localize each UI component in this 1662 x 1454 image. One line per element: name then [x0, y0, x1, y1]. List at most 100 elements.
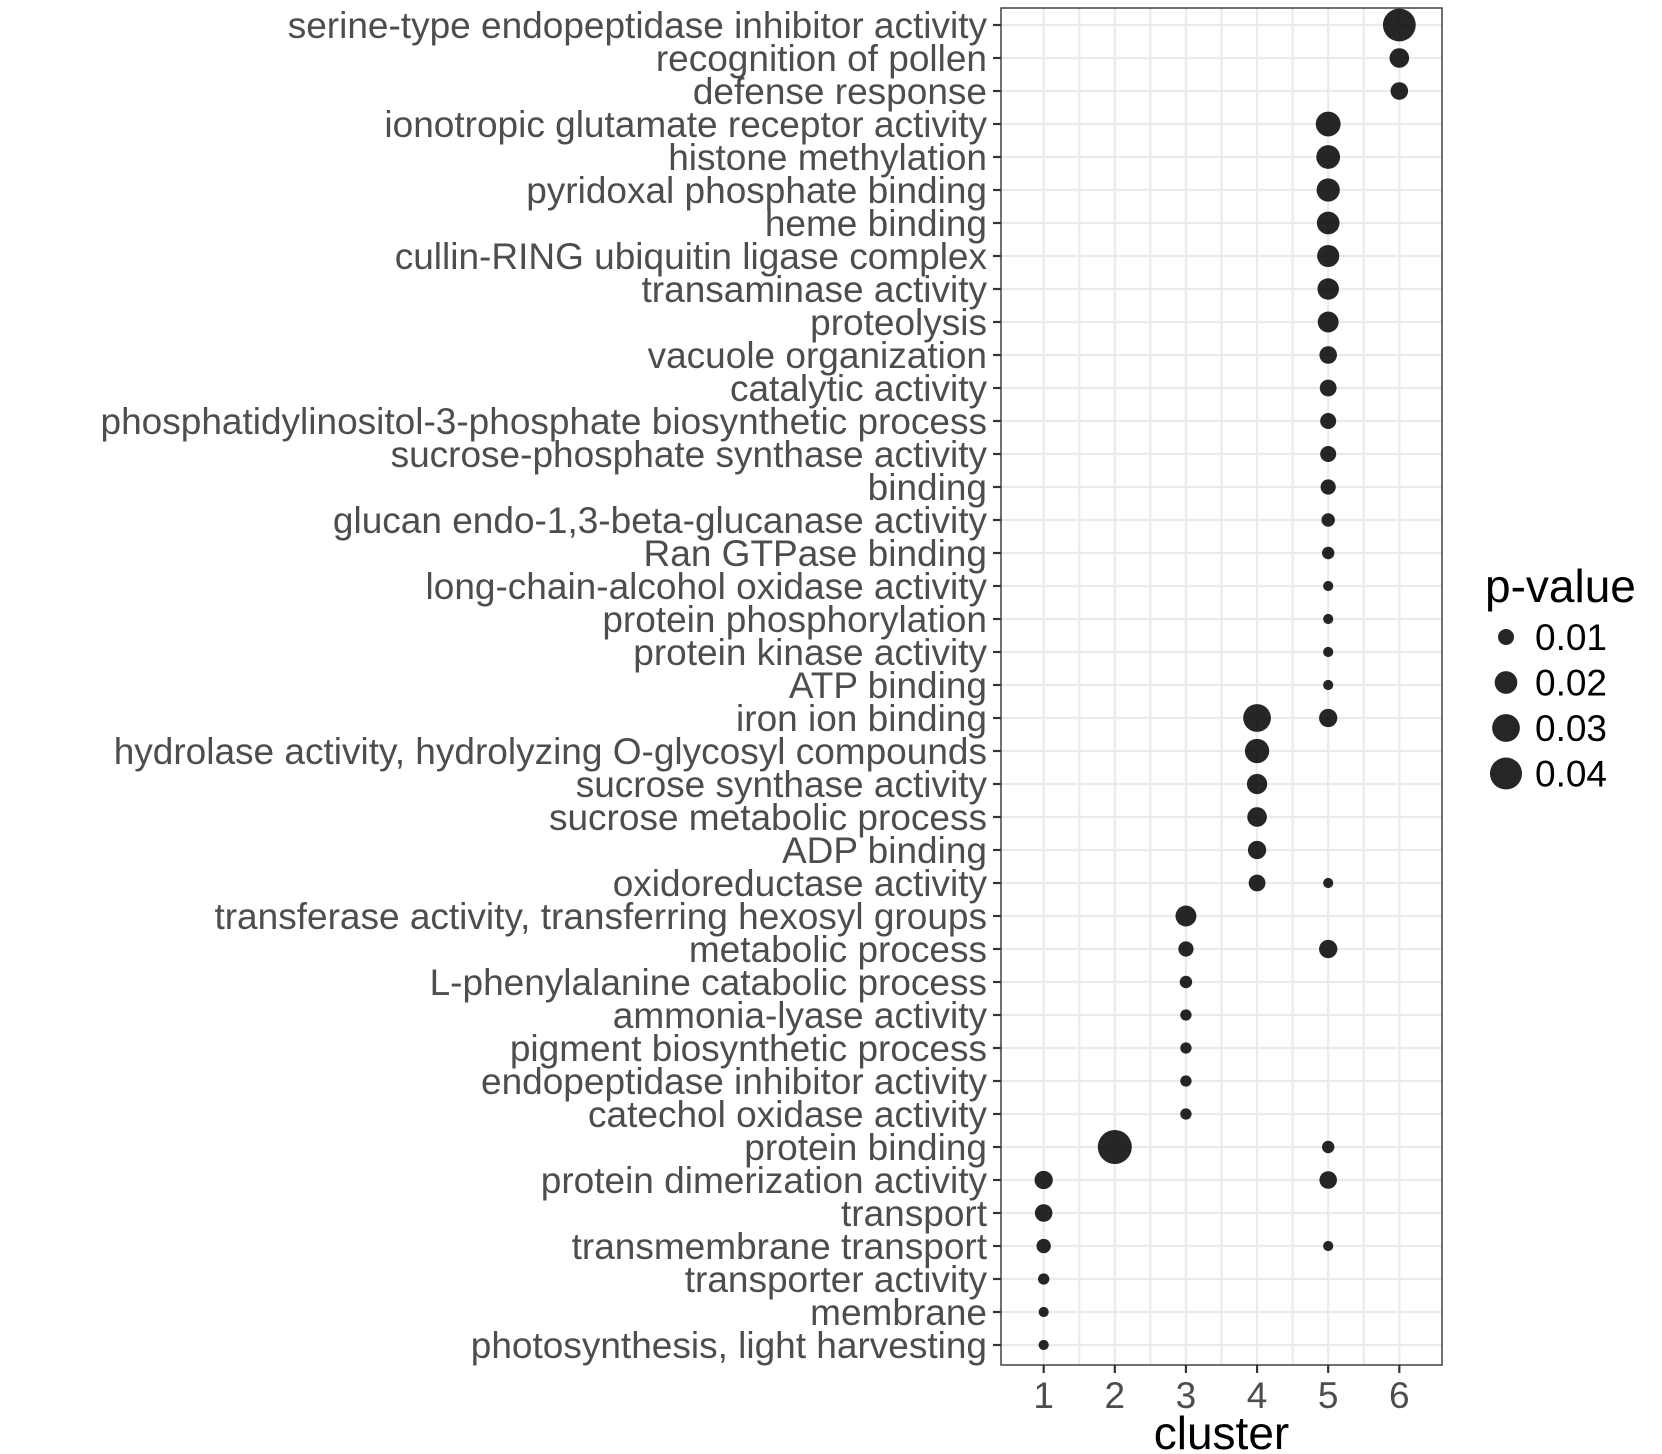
- legend-layer: p-value 0.01 0.020.03 0.04: [1485, 560, 1636, 795]
- y-tick-label: transferase activity, transferring hexos…: [214, 896, 987, 937]
- y-tick-label: sucrose synthase activity: [576, 764, 988, 805]
- x-tick-label: 5: [1318, 1375, 1339, 1416]
- legend-label: 0.02: [1535, 663, 1607, 704]
- data-point: [1323, 613, 1334, 625]
- y-tick-label: heme binding: [765, 203, 987, 244]
- x-tick-label: 6: [1389, 1375, 1410, 1416]
- panel-border: [1000, 7, 1443, 1366]
- data-point: [1323, 679, 1334, 691]
- y-tick-label: sucrose-phosphate synthase activity: [391, 434, 988, 475]
- y-tick-label: protein dimerization activity: [541, 1160, 988, 1201]
- y-tick-label: binding: [868, 467, 987, 508]
- y-tick-label: protein binding: [744, 1127, 987, 1168]
- data-point: [1179, 975, 1193, 989]
- data-point: [1243, 704, 1271, 732]
- y-tick-label: pigment biosynthetic process: [510, 1028, 987, 1069]
- legend-title: p-value: [1485, 560, 1636, 612]
- legend-label: 0.03: [1535, 708, 1607, 749]
- y-tick-label: hydrolase activity, hydrolyzing O-glycos…: [114, 731, 987, 772]
- y-tick-label: transaminase activity: [642, 269, 988, 310]
- x-tick-label: 3: [1176, 1375, 1197, 1416]
- y-tick-label: iron ion binding: [736, 698, 987, 739]
- y-tick-label: glucan endo-1,3-beta-glucanase activity: [333, 500, 988, 541]
- data-point: [1244, 738, 1270, 764]
- y-tick-label: protein phosphorylation: [602, 599, 987, 640]
- y-tick-label: transporter activity: [685, 1259, 988, 1300]
- legend-label: 0.01: [1535, 617, 1607, 658]
- y-tick-label: defense response: [693, 71, 987, 112]
- data-point: [1323, 1240, 1334, 1252]
- data-point: [1247, 807, 1267, 827]
- y-tick-label: long-chain-alcohol oxidase activity: [426, 566, 988, 607]
- data-point: [1180, 1108, 1192, 1120]
- data-point: [1323, 580, 1334, 592]
- x-tick-label: 1: [1033, 1375, 1054, 1416]
- x-tick-label: 4: [1247, 1375, 1268, 1416]
- data-point: [1319, 939, 1338, 959]
- y-tick-label: recognition of pollen: [656, 38, 987, 79]
- data-point: [1320, 445, 1337, 463]
- data-point: [1317, 278, 1339, 300]
- x-axis-title: cluster: [1154, 1407, 1289, 1454]
- y-tick-label: Ran GTPase binding: [644, 533, 987, 574]
- data-point: [1323, 877, 1334, 889]
- data-point: [1317, 244, 1340, 268]
- legend-label: 0.04: [1535, 754, 1607, 795]
- y-tick-label: ionotropic glutamate receptor activity: [384, 104, 987, 145]
- y-tick-label: photosynthesis, light harvesting: [471, 1325, 987, 1366]
- data-point: [1321, 546, 1335, 560]
- axes-layer: serine-type endopeptidase inhibitor acti…: [101, 5, 1443, 1454]
- data-point: [1319, 1171, 1337, 1189]
- y-tick-label: sucrose metabolic process: [549, 797, 987, 838]
- data-point: [1178, 941, 1194, 957]
- y-tick-label: transmembrane transport: [572, 1226, 988, 1267]
- data-point: [1319, 708, 1338, 728]
- data-point: [1319, 346, 1337, 364]
- data-point: [1247, 840, 1267, 860]
- data-point: [1316, 145, 1341, 169]
- data-point: [1389, 48, 1410, 68]
- y-tick-label: pyridoxal phosphate binding: [526, 170, 987, 211]
- y-tick-label: vacuole organization: [648, 335, 987, 376]
- y-tick-label: protein kinase activity: [633, 632, 987, 673]
- y-tick-label: phosphatidylinositol-3-phosphate biosynt…: [101, 401, 987, 442]
- data-point: [1175, 905, 1197, 927]
- data-point: [1097, 1130, 1132, 1164]
- data-point: [1248, 874, 1266, 892]
- data-point: [1382, 8, 1416, 42]
- data-point: [1038, 1306, 1049, 1318]
- data-point: [1323, 646, 1334, 658]
- y-tick-label: transport: [841, 1193, 988, 1234]
- y-tick-label: catalytic activity: [730, 368, 988, 409]
- y-tick-label: catechol oxidase activity: [588, 1094, 987, 1135]
- y-tick-label: cullin-RING ubiquitin ligase complex: [395, 236, 988, 277]
- data-point: [1321, 513, 1335, 527]
- data-point: [1180, 1009, 1192, 1021]
- data-point: [1390, 82, 1409, 100]
- data-point: [1180, 1042, 1192, 1054]
- y-tick-label: endopeptidase inhibitor activity: [481, 1061, 987, 1102]
- legend-key: [1497, 628, 1515, 646]
- data-point: [1315, 111, 1341, 137]
- data-point: [1034, 1204, 1053, 1222]
- data-point: [1320, 479, 1336, 495]
- y-tick-label: oxidoreductase activity: [613, 863, 988, 904]
- data-point: [1180, 1075, 1192, 1087]
- data-point: [1034, 1170, 1053, 1190]
- y-tick-label: ADP binding: [782, 830, 987, 871]
- data-point: [1321, 1140, 1335, 1154]
- data-point: [1317, 311, 1339, 333]
- y-tick-label: proteolysis: [810, 302, 987, 343]
- y-tick-label: ATP binding: [789, 665, 987, 706]
- y-tick-label: membrane: [810, 1292, 987, 1333]
- legend-key: [1489, 757, 1523, 790]
- data-point: [1319, 379, 1337, 397]
- legend-key: [1494, 671, 1518, 694]
- data-point: [1036, 1238, 1051, 1254]
- data-point: [1038, 1273, 1050, 1285]
- y-tick-label: serine-type endopeptidase inhibitor acti…: [288, 5, 988, 46]
- y-tick-label: metabolic process: [689, 929, 987, 970]
- x-tick-label: 2: [1105, 1375, 1126, 1416]
